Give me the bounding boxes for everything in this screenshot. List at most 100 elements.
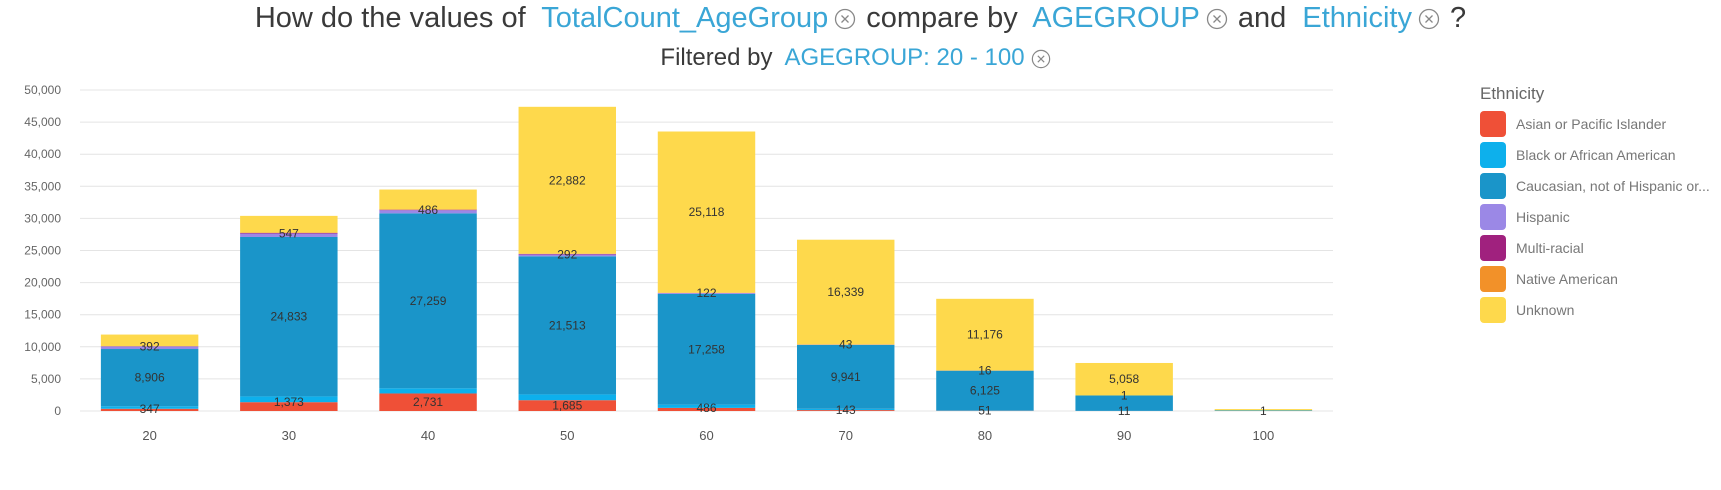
legend-label: Multi-racial xyxy=(1516,239,1584,256)
bar-segment[interactable] xyxy=(796,239,895,345)
bar-segment[interactable] xyxy=(936,410,1034,411)
bar-segment[interactable] xyxy=(657,293,756,294)
remove-ethnicity-icon[interactable] xyxy=(1418,8,1440,30)
data-label: 2,731 xyxy=(413,395,443,409)
remove-filter-icon[interactable] xyxy=(1031,49,1051,69)
data-label: 143 xyxy=(836,403,856,417)
stacked-bar-chart: 0 5,000 10,000 15,000 20,000 25,000 30,000 35,0… xyxy=(24,83,1333,443)
legend-label: Caucasian, not of Hispanic or... xyxy=(1516,177,1710,194)
y-tick-label: 20,000 xyxy=(24,276,61,290)
bar-segment[interactable] xyxy=(796,408,895,411)
data-label: 21,513 xyxy=(549,318,586,332)
bar-segment[interactable] xyxy=(100,349,199,407)
legend: Ethnicity Asian or Pacific Islander Black… xyxy=(1480,84,1721,325)
bar-segment[interactable] xyxy=(796,344,895,409)
legend-label: Asian or Pacific Islander xyxy=(1516,115,1667,132)
y-tick-label: 35,000 xyxy=(24,179,61,193)
legend-item[interactable]: Asian or Pacific Islander xyxy=(1480,108,1721,139)
bar-segment[interactable] xyxy=(518,400,617,411)
bar-segment[interactable] xyxy=(657,131,756,293)
legend-item[interactable]: Caucasian, not of Hispanic or... xyxy=(1480,170,1721,201)
bar-segment[interactable] xyxy=(379,213,477,389)
legend-swatch xyxy=(1480,234,1506,261)
bar-segment[interactable] xyxy=(518,253,617,255)
x-tick-label: 30 xyxy=(282,428,296,443)
legend-item[interactable]: Hispanic xyxy=(1480,201,1721,232)
bar-segment[interactable] xyxy=(240,402,338,411)
data-label: 43 xyxy=(839,338,853,352)
bar-segment[interactable] xyxy=(379,210,477,214)
title-and: and xyxy=(1237,2,1287,34)
title-prefix: How do the values of xyxy=(254,2,526,34)
x-tick-label: 100 xyxy=(1253,428,1275,443)
bar-segment[interactable] xyxy=(100,408,199,411)
x-tick-label: 40 xyxy=(421,428,435,443)
filter-prefix: Filtered by xyxy=(660,44,773,71)
bar-segment[interactable] xyxy=(240,233,338,237)
chart-title: How do the values of TotalCount_AgeGroup… xyxy=(0,2,1721,35)
bar-segment[interactable] xyxy=(796,410,895,411)
bar-segment[interactable] xyxy=(100,334,199,347)
data-label: 1,373 xyxy=(274,395,304,409)
bar-segment[interactable] xyxy=(240,396,338,403)
data-label: 11,176 xyxy=(967,328,1003,342)
x-tick-label: 90 xyxy=(1117,428,1131,443)
data-label: 486 xyxy=(696,401,716,415)
bar-segment[interactable] xyxy=(240,236,338,397)
data-label: 16,339 xyxy=(827,285,864,299)
bar-segment[interactable] xyxy=(240,232,338,234)
bar-segment[interactable] xyxy=(1214,410,1313,411)
legend-item[interactable]: Native American xyxy=(1480,263,1721,294)
title-question-mark: ? xyxy=(1450,2,1467,34)
legend-swatch xyxy=(1480,296,1506,323)
data-label: 51 xyxy=(978,404,992,418)
data-label: 17,258 xyxy=(688,342,725,356)
bar-segment[interactable] xyxy=(1075,395,1173,411)
bar-segment[interactable] xyxy=(936,298,1034,371)
title-compare-by: compare by xyxy=(866,2,1018,34)
y-tick-label: 30,000 xyxy=(24,211,61,225)
legend-label: Hispanic xyxy=(1516,208,1570,225)
bar-segment[interactable] xyxy=(379,393,477,411)
bar-segment[interactable] xyxy=(240,215,338,233)
ethnicity-field[interactable]: Ethnicity xyxy=(1302,2,1412,34)
remove-agegroup-icon[interactable] xyxy=(1206,8,1228,30)
bar-segment[interactable] xyxy=(657,293,756,405)
bar-segment[interactable] xyxy=(100,346,199,350)
filter-value[interactable]: AGEGROUP: 20 - 100 xyxy=(784,44,1025,71)
bar-segment[interactable] xyxy=(518,256,617,395)
y-tick-label: 10,000 xyxy=(24,340,61,354)
x-tick-label: 60 xyxy=(699,428,713,443)
remove-measure-icon[interactable] xyxy=(834,8,856,30)
bar-segment[interactable] xyxy=(518,106,617,254)
legend-title: Ethnicity xyxy=(1480,84,1545,103)
bar-segment[interactable] xyxy=(100,406,199,409)
bar-segment[interactable] xyxy=(518,254,617,257)
x-tick-label: 70 xyxy=(838,428,852,443)
bar-segment[interactable] xyxy=(1075,362,1173,396)
legend-item[interactable]: Multi-racial xyxy=(1480,232,1721,263)
bar-segment[interactable] xyxy=(379,388,477,394)
measure-field[interactable]: TotalCount_AgeGroup xyxy=(541,2,829,34)
agegroup-field[interactable]: AGEGROUP xyxy=(1032,2,1200,34)
data-label: 292 xyxy=(557,247,577,261)
y-tick-label: 50,000 xyxy=(24,83,61,97)
data-label: 16 xyxy=(978,364,992,378)
bar-segment[interactable] xyxy=(936,370,1034,411)
bar-segment[interactable] xyxy=(657,407,756,411)
data-label: 5,058 xyxy=(1109,372,1139,386)
bar-segment[interactable] xyxy=(518,394,617,401)
data-label: 1 xyxy=(1260,404,1267,418)
legend-item[interactable]: Unknown xyxy=(1480,294,1721,325)
data-label: 347 xyxy=(140,402,160,416)
bar-segment[interactable] xyxy=(379,189,477,210)
y-tick-label: 25,000 xyxy=(24,244,61,258)
data-label: 11 xyxy=(1118,404,1131,418)
data-label: 8,906 xyxy=(135,371,165,385)
bar-segment[interactable] xyxy=(379,209,477,211)
legend-swatch xyxy=(1480,141,1506,168)
y-tick-label: 0 xyxy=(54,404,61,418)
bar-segment[interactable] xyxy=(1214,409,1313,411)
bar-segment[interactable] xyxy=(657,404,756,408)
legend-item[interactable]: Black or African American xyxy=(1480,139,1721,170)
